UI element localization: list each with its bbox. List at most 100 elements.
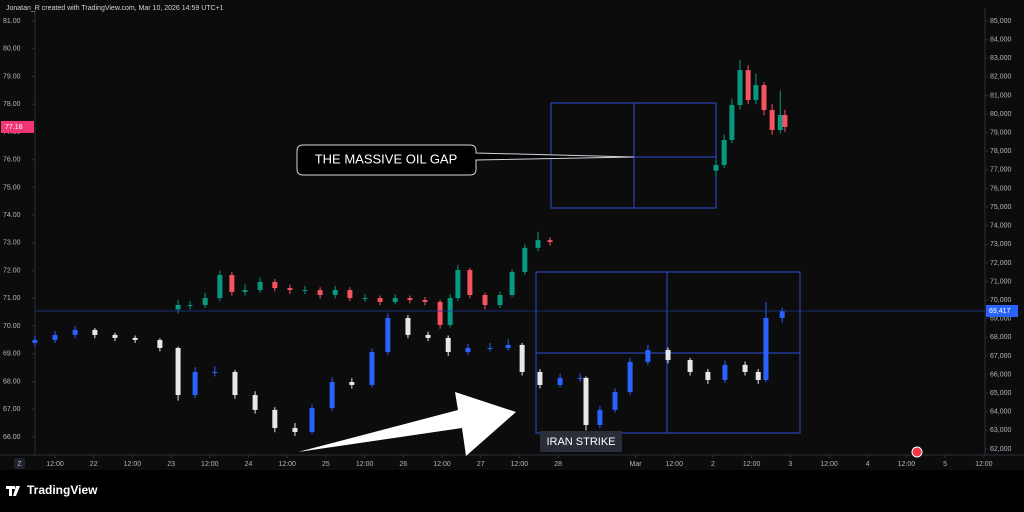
x-tick-label: 3 (788, 461, 792, 468)
x-tick-label: 22 (90, 461, 98, 468)
candle-body (497, 295, 503, 305)
candle-body (272, 281, 278, 289)
candle-body (597, 409, 603, 425)
y-tick-label: 79.00 (3, 73, 21, 80)
candle-body (535, 240, 541, 248)
y-tick-label: 66.00 (3, 434, 21, 441)
candle-body (505, 344, 511, 348)
y2-tick-label: 76,000 (990, 185, 1012, 192)
candle-body (362, 298, 368, 300)
candle-body (487, 347, 493, 349)
header: Jonatan_R created with TradingView.com, … (6, 5, 224, 12)
candle-body (745, 70, 751, 101)
candle-body (232, 371, 238, 396)
candle-body (187, 304, 193, 306)
y-tick-label: 71.00 (3, 295, 21, 302)
candle-body (422, 299, 428, 302)
candle-body (242, 290, 248, 292)
candle-body (392, 298, 398, 302)
y2-tick-label: 82,000 (990, 74, 1012, 81)
candle-body (465, 347, 471, 353)
y2-tick-label: 80,000 (990, 111, 1012, 118)
candle-body (252, 395, 258, 410)
scale-button-text[interactable]: Z (17, 461, 22, 468)
candle-body (292, 427, 298, 433)
x-tick-label: 12:00 (356, 461, 374, 468)
candle-body (329, 382, 335, 409)
candle-body (665, 349, 671, 361)
candle-body (782, 115, 788, 127)
y2-tick-label: 68,000 (990, 334, 1012, 341)
candle-body (737, 70, 743, 106)
candle-body (742, 364, 748, 372)
footer (0, 470, 1024, 507)
candle-body (509, 271, 515, 296)
last-price-tag (986, 304, 1018, 317)
scale-button[interactable] (14, 458, 25, 469)
y2-tick-label: 75,000 (990, 204, 1012, 211)
x-tick-label: 12:00 (665, 461, 683, 468)
y2-tick-label: 64,000 (990, 409, 1012, 416)
candle-body (755, 371, 761, 380)
candle-body (437, 301, 443, 325)
y-tick-label: 80.00 (3, 46, 21, 53)
y2-tick-label: 85,000 (990, 18, 1012, 25)
chart-pane (0, 0, 1024, 470)
callout (296, 144, 635, 176)
y2-tick-label: 74,000 (990, 223, 1012, 230)
candle-body (332, 290, 338, 296)
label-text: IRAN STRIKE (546, 436, 615, 448)
x-tick-label: 23 (167, 461, 175, 468)
candle-body (405, 317, 411, 335)
marks (32, 59, 985, 436)
candle-body (777, 115, 783, 131)
candle-body (763, 317, 769, 380)
y2-tick-label: 78,000 (990, 148, 1012, 155)
x-tick-label: 12:00 (511, 461, 529, 468)
x-tick-label: 28 (554, 461, 562, 468)
candle-body (761, 85, 767, 111)
y2-tick-label: 69,000 (990, 316, 1012, 323)
event-icon[interactable] (911, 446, 923, 458)
candle-body (522, 247, 528, 272)
brand: TradingView (27, 483, 98, 497)
arrow (298, 392, 516, 456)
candle-body (72, 329, 78, 335)
y2-tick-label: 84,000 (990, 36, 1012, 43)
y-tick-label: 81.00 (3, 18, 21, 25)
y-tick-label: 70.00 (3, 323, 21, 330)
candle-body (467, 270, 473, 296)
candle-body (309, 408, 315, 433)
candle-body (627, 361, 633, 393)
candle-body (52, 334, 58, 340)
candle-body (445, 337, 451, 353)
candle-body (32, 339, 38, 343)
candle-body (407, 298, 413, 300)
candle-body (537, 371, 543, 385)
x-tick-label: 12:00 (433, 461, 451, 468)
x-tick-label: 25 (322, 461, 330, 468)
candle-body (425, 334, 431, 338)
candle-body (455, 270, 461, 299)
candle-body (369, 352, 375, 385)
candle-body (612, 392, 618, 410)
candle-body (583, 377, 589, 425)
candle-body (217, 275, 223, 299)
y2-tick-label: 65,000 (990, 390, 1012, 397)
x-tick-label: 12:00 (975, 461, 993, 468)
x-tick-label: Mar (629, 461, 642, 468)
y-tick-label: 67.00 (3, 406, 21, 413)
last-price-tag (1, 120, 34, 133)
y2-tick-label: 63,000 (990, 427, 1012, 434)
last-price-label: 77.18 (5, 124, 23, 131)
x-tick-label: 12:00 (124, 461, 142, 468)
x-tick-label: 5 (943, 461, 947, 468)
y2-tick-label: 72,000 (990, 260, 1012, 267)
candle-body (753, 85, 759, 101)
x-tick-label: 4 (866, 461, 870, 468)
x-tick-label: 12:00 (898, 461, 916, 468)
candle-body (112, 334, 118, 338)
y-tick-label: 72.00 (3, 267, 21, 274)
x-tick-label: 12:00 (201, 461, 219, 468)
